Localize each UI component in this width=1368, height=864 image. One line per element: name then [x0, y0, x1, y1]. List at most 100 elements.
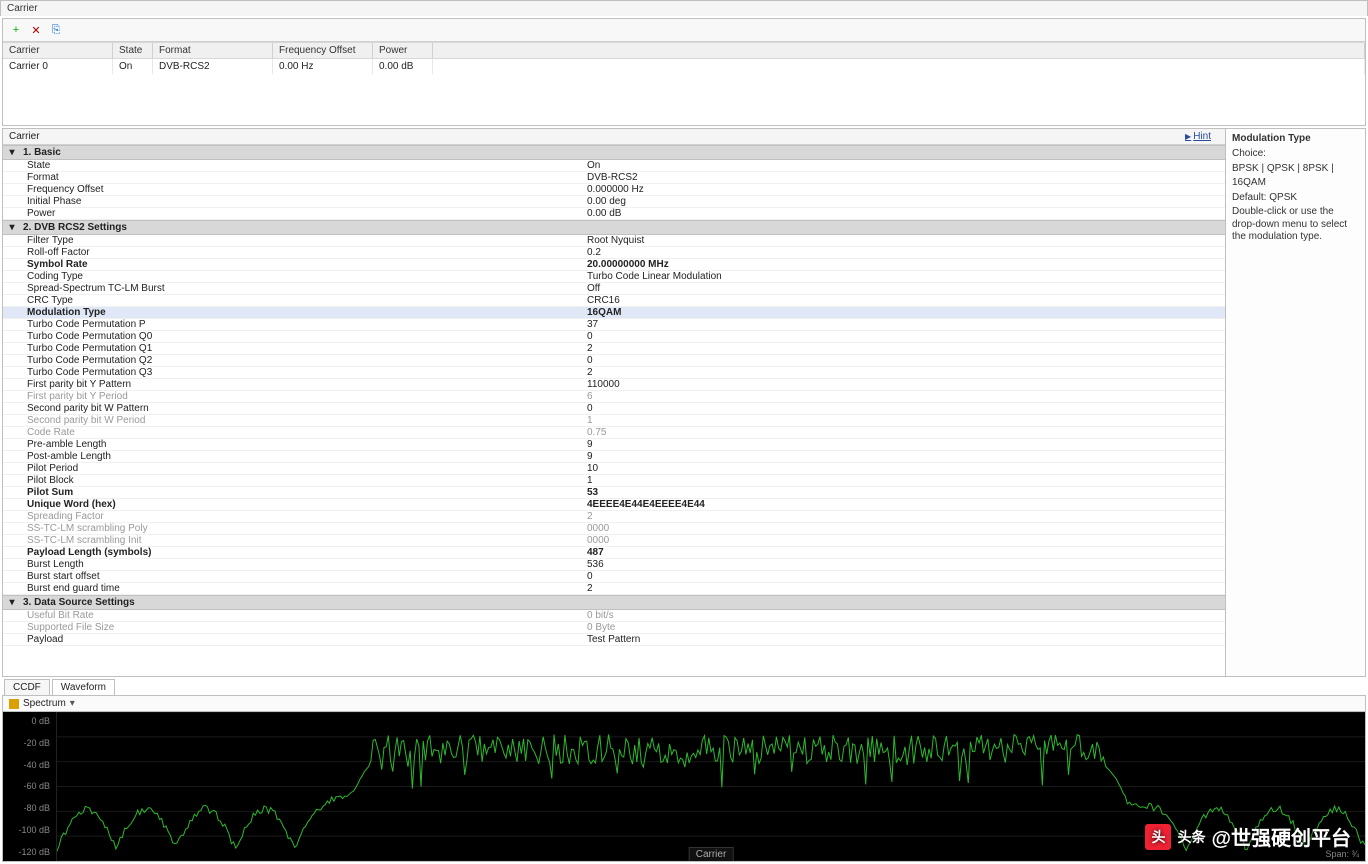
property-value[interactable]: 2: [583, 343, 1225, 354]
property-row[interactable]: Burst Length536: [3, 559, 1225, 571]
property-row[interactable]: Spread-Spectrum TC-LM BurstOff: [3, 283, 1225, 295]
property-row[interactable]: Spreading Factor2: [3, 511, 1225, 523]
property-row[interactable]: Initial Phase0.00 deg: [3, 196, 1225, 208]
property-row[interactable]: Turbo Code Permutation Q00: [3, 331, 1225, 343]
property-value[interactable]: 9: [583, 451, 1225, 462]
property-row[interactable]: Pilot Sum53: [3, 487, 1225, 499]
property-name: Filter Type: [3, 235, 583, 246]
col-freq-offset[interactable]: Frequency Offset: [273, 43, 373, 58]
carrier-table-row[interactable]: Carrier 0 On DVB-RCS2 0.00 Hz 0.00 dB: [3, 58, 1365, 74]
property-row[interactable]: First parity bit Y Pattern110000: [3, 379, 1225, 391]
property-value[interactable]: 2: [583, 511, 1225, 522]
property-value[interactable]: 536: [583, 559, 1225, 570]
property-value[interactable]: 2: [583, 367, 1225, 378]
property-category[interactable]: ▾1. Basic: [3, 145, 1225, 160]
tab-waveform[interactable]: Waveform: [52, 679, 115, 695]
property-value[interactable]: 487: [583, 547, 1225, 558]
property-row[interactable]: Pilot Period10: [3, 463, 1225, 475]
property-value[interactable]: 4EEEE4E44E4EEEE4E44: [583, 499, 1225, 510]
property-row[interactable]: Turbo Code Permutation Q32: [3, 367, 1225, 379]
property-scroll-area[interactable]: ▾1. BasicStateOnFormatDVB-RCS2Frequency …: [3, 145, 1225, 676]
property-row[interactable]: SS-TC-LM scrambling Init0000: [3, 535, 1225, 547]
property-value[interactable]: 16QAM: [583, 307, 1225, 318]
property-value[interactable]: 9: [583, 439, 1225, 450]
col-power[interactable]: Power: [373, 43, 433, 58]
property-value[interactable]: 53: [583, 487, 1225, 498]
property-category[interactable]: ▾3. Data Source Settings: [3, 595, 1225, 610]
property-name: Symbol Rate: [3, 259, 583, 270]
property-value[interactable]: Test Pattern: [583, 634, 1225, 645]
spectrum-dropdown-icon[interactable]: ▾: [70, 698, 75, 709]
add-carrier-button[interactable]: +: [7, 21, 25, 39]
property-row[interactable]: Useful Bit Rate0 bit/s: [3, 610, 1225, 622]
property-value[interactable]: 0.00 dB: [583, 208, 1225, 219]
property-value[interactable]: Turbo Code Linear Modulation: [583, 271, 1225, 282]
property-value[interactable]: 0.75: [583, 427, 1225, 438]
property-row[interactable]: SS-TC-LM scrambling Poly0000: [3, 523, 1225, 535]
property-value[interactable]: 0.000000 Hz: [583, 184, 1225, 195]
property-category[interactable]: ▾2. DVB RCS2 Settings: [3, 220, 1225, 235]
property-row[interactable]: Payload Length (symbols)487: [3, 547, 1225, 559]
spectrum-plot[interactable]: Carrier Span: ¾: [57, 712, 1365, 861]
property-row[interactable]: Turbo Code Permutation Q12: [3, 343, 1225, 355]
property-row[interactable]: StateOn: [3, 160, 1225, 172]
property-value[interactable]: DVB-RCS2: [583, 172, 1225, 183]
property-value[interactable]: 0.00 deg: [583, 196, 1225, 207]
property-value[interactable]: 0000: [583, 523, 1225, 534]
property-value[interactable]: 0: [583, 571, 1225, 582]
col-carrier[interactable]: Carrier: [3, 43, 113, 58]
property-value[interactable]: 10: [583, 463, 1225, 474]
property-row[interactable]: Burst end guard time2: [3, 583, 1225, 595]
property-row[interactable]: Frequency Offset0.000000 Hz: [3, 184, 1225, 196]
cell-state: On: [113, 59, 153, 74]
col-format[interactable]: Format: [153, 43, 273, 58]
property-row[interactable]: Modulation Type16QAM: [3, 307, 1225, 319]
property-value[interactable]: 0 bit/s: [583, 610, 1225, 621]
property-value[interactable]: 1: [583, 415, 1225, 426]
property-row[interactable]: Unique Word (hex)4EEEE4E44E4EEEE4E44: [3, 499, 1225, 511]
property-value[interactable]: 2: [583, 583, 1225, 594]
property-value[interactable]: 37: [583, 319, 1225, 330]
property-row[interactable]: Second parity bit W Period1: [3, 415, 1225, 427]
property-row[interactable]: Turbo Code Permutation P37: [3, 319, 1225, 331]
property-row[interactable]: Supported File Size0 Byte: [3, 622, 1225, 634]
property-value[interactable]: 110000: [583, 379, 1225, 390]
property-value[interactable]: 0 Byte: [583, 622, 1225, 633]
property-value[interactable]: 0: [583, 355, 1225, 366]
property-row[interactable]: Filter TypeRoot Nyquist: [3, 235, 1225, 247]
property-row[interactable]: Pilot Block1: [3, 475, 1225, 487]
y-tick-label: -80 dB: [9, 803, 54, 813]
property-value[interactable]: Root Nyquist: [583, 235, 1225, 246]
help-line: Default: QPSK: [1232, 192, 1359, 205]
property-row[interactable]: Pre-amble Length9: [3, 439, 1225, 451]
property-row[interactable]: Power0.00 dB: [3, 208, 1225, 220]
property-value[interactable]: 1: [583, 475, 1225, 486]
copy-carrier-button[interactable]: ⎘: [47, 21, 65, 39]
property-value[interactable]: On: [583, 160, 1225, 171]
property-value[interactable]: 0: [583, 331, 1225, 342]
property-row[interactable]: Roll-off Factor0.2: [3, 247, 1225, 259]
property-value[interactable]: 0: [583, 403, 1225, 414]
property-row[interactable]: Symbol Rate20.00000000 MHz: [3, 259, 1225, 271]
property-row[interactable]: Post-amble Length9: [3, 451, 1225, 463]
property-row[interactable]: Burst start offset0: [3, 571, 1225, 583]
hint-link[interactable]: Hint: [1185, 131, 1219, 142]
col-state[interactable]: State: [113, 43, 153, 58]
property-row[interactable]: Coding TypeTurbo Code Linear Modulation: [3, 271, 1225, 283]
property-name: Roll-off Factor: [3, 247, 583, 258]
property-row[interactable]: Turbo Code Permutation Q20: [3, 355, 1225, 367]
property-value[interactable]: CRC16: [583, 295, 1225, 306]
property-value[interactable]: 0.2: [583, 247, 1225, 258]
property-row[interactable]: CRC TypeCRC16: [3, 295, 1225, 307]
property-row[interactable]: Second parity bit W Pattern0: [3, 403, 1225, 415]
tab-ccdf[interactable]: CCDF: [4, 679, 50, 695]
delete-carrier-button[interactable]: ✕: [27, 21, 45, 39]
property-row[interactable]: Code Rate0.75: [3, 427, 1225, 439]
property-row[interactable]: First parity bit Y Period6: [3, 391, 1225, 403]
property-row[interactable]: FormatDVB-RCS2: [3, 172, 1225, 184]
property-row[interactable]: PayloadTest Pattern: [3, 634, 1225, 646]
property-value[interactable]: 20.00000000 MHz: [583, 259, 1225, 270]
property-value[interactable]: 0000: [583, 535, 1225, 546]
property-value[interactable]: 6: [583, 391, 1225, 402]
property-value[interactable]: Off: [583, 283, 1225, 294]
